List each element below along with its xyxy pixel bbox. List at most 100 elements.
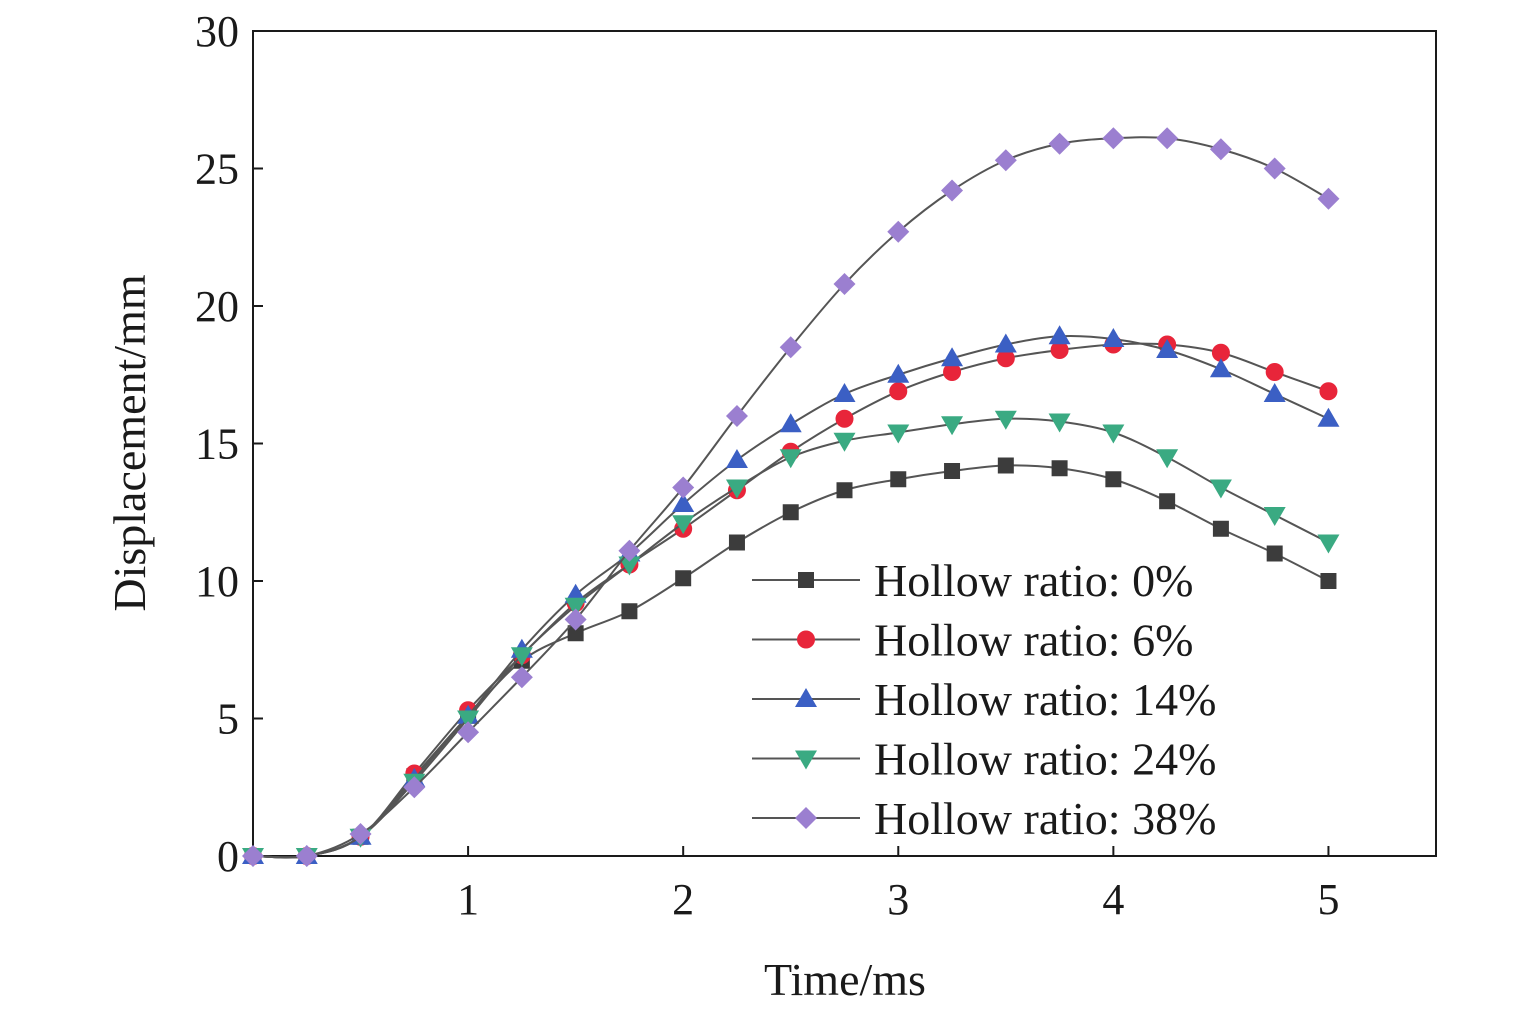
data-point [997, 457, 1014, 474]
legend-item: Hollow ratio: 38% [752, 793, 1216, 844]
data-point [889, 382, 908, 401]
legend-marker [795, 807, 817, 829]
series-line [252, 417, 1329, 859]
legend-item: Hollow ratio: 6% [752, 615, 1193, 666]
data-point [510, 647, 533, 667]
x-tick-label: 2 [672, 875, 694, 924]
data-point [1209, 358, 1232, 378]
data-point [1263, 507, 1286, 526]
data-point [1263, 157, 1286, 180]
data-point [1050, 341, 1069, 359]
data-point [833, 273, 856, 295]
data-point [941, 416, 964, 436]
legend-label: Hollow ratio: 0% [874, 555, 1193, 606]
data-point [618, 556, 641, 576]
y-tick-label: 20 [195, 282, 239, 331]
data-point [1209, 138, 1232, 161]
data-point [833, 432, 856, 452]
data-point [1105, 471, 1122, 488]
data-point [567, 625, 584, 642]
data-point [510, 666, 533, 689]
y-tick-label: 30 [195, 7, 239, 56]
data-point [618, 539, 641, 562]
data-point [835, 409, 854, 428]
data-point [1317, 407, 1340, 427]
data-point [1212, 520, 1229, 537]
data-point [1317, 187, 1340, 210]
data-point [1102, 328, 1125, 347]
data-point [672, 476, 695, 499]
x-tick-label: 4 [1102, 875, 1124, 924]
data-point [1266, 545, 1283, 562]
y-axis-title: Displacement/mm [104, 274, 155, 611]
data-point [1102, 424, 1125, 444]
data-point [242, 845, 264, 867]
y-tick-label: 25 [195, 145, 239, 194]
legend-item: Hollow ratio: 24% [752, 734, 1216, 785]
data-point [1048, 325, 1071, 345]
data-point [779, 413, 802, 433]
y-tick-label: 0 [217, 832, 239, 881]
data-point [836, 482, 853, 499]
data-point [833, 383, 856, 402]
x-tick-label: 3 [887, 875, 909, 924]
legend-item: Hollow ratio: 0% [752, 555, 1193, 606]
data-point [725, 405, 748, 427]
legend-marker [798, 572, 814, 588]
data-point [943, 363, 962, 381]
data-point [1320, 573, 1337, 589]
data-point [1265, 363, 1284, 381]
legend-marker [795, 750, 817, 770]
data-point [1263, 383, 1286, 402]
data-point [725, 449, 748, 468]
data-point [564, 608, 587, 631]
data-point [1156, 339, 1179, 358]
data-point [1156, 449, 1179, 469]
data-point [779, 336, 802, 359]
legend-label: Hollow ratio: 6% [874, 615, 1193, 666]
legend-marker [795, 688, 817, 707]
data-point [782, 504, 799, 521]
data-point [457, 721, 480, 744]
data-point [1211, 343, 1230, 362]
data-point [779, 449, 802, 469]
data-point [1317, 534, 1340, 554]
axes-group: 0 5 10 15 20 25 30 1 2 3 4 5 [195, 7, 1437, 924]
data-point [887, 363, 910, 383]
data-point [1051, 460, 1068, 477]
series-line [252, 136, 1329, 859]
data-point [944, 463, 961, 479]
data-point [457, 710, 480, 730]
data-point [1159, 493, 1176, 510]
legend: Hollow ratio: 0% Hollow ratio: 6% Hollow r… [752, 555, 1216, 844]
series-4 [242, 127, 1340, 867]
data-point [994, 333, 1017, 353]
series-line [252, 334, 1329, 859]
data-point [1048, 413, 1071, 433]
data-point [1102, 127, 1125, 150]
series-group [242, 127, 1340, 867]
data-point [672, 515, 695, 535]
data-point [725, 479, 748, 499]
x-axis-title: Time/ms [764, 954, 926, 1005]
data-point [890, 471, 907, 488]
data-point [994, 410, 1017, 430]
y-tick-label: 10 [195, 557, 239, 606]
y-tick-label: 15 [195, 420, 239, 469]
data-point [675, 570, 692, 587]
data-point [295, 845, 318, 867]
data-point [672, 493, 695, 512]
data-point [994, 149, 1017, 172]
data-point [728, 534, 745, 551]
data-point [996, 349, 1015, 368]
data-point [887, 220, 910, 243]
legend-label: Hollow ratio: 24% [874, 734, 1216, 785]
x-tick-label: 5 [1317, 875, 1339, 924]
x-tick-label: 1 [457, 875, 479, 924]
legend-marker [797, 630, 815, 649]
data-point [887, 424, 910, 444]
data-point [941, 179, 964, 202]
data-point [564, 597, 587, 617]
data-point [1156, 127, 1179, 150]
